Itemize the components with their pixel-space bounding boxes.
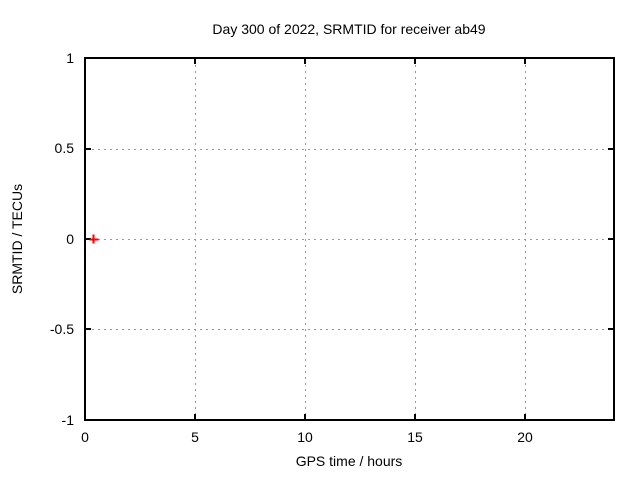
plot-area	[84, 57, 615, 421]
x-tick-label: 10	[297, 429, 313, 445]
x-tick-top	[524, 59, 526, 64]
y-tick-left	[86, 148, 91, 150]
y-tick-left	[86, 238, 91, 240]
y-tick-label: 0.5	[54, 140, 74, 156]
data-point-marker	[89, 234, 99, 244]
horizontal-gridline-plus05	[86, 149, 613, 150]
x-tick-label: 15	[407, 429, 423, 445]
x-axis-title: GPS time / hours	[295, 453, 403, 469]
y-tick-right	[608, 238, 613, 240]
y-tick-right	[608, 328, 613, 330]
x-tick-top	[304, 59, 306, 64]
y-tick-label: 1	[66, 50, 74, 66]
x-tick-label: 0	[81, 429, 89, 445]
x-tick-bottom	[414, 414, 416, 419]
y-tick-label: 0	[66, 231, 74, 247]
horizontal-gridline-zero	[86, 239, 613, 240]
y-axis-title: SRMTID / TECUs	[9, 183, 25, 295]
x-tick-bottom	[194, 414, 196, 419]
x-tick-bottom	[304, 414, 306, 419]
y-tick-label: -1	[61, 412, 74, 428]
x-tick-top	[194, 59, 196, 64]
y-tick-right	[608, 148, 613, 150]
y-tick-left	[86, 328, 91, 330]
x-tick-label: 5	[191, 429, 199, 445]
y-tick-label: -0.5	[49, 321, 74, 337]
horizontal-gridline-minus05	[86, 329, 613, 330]
chart-title: Day 300 of 2022, SRMTID for receiver ab4…	[212, 21, 486, 37]
x-tick-bottom	[524, 414, 526, 419]
x-tick-label: 20	[517, 429, 533, 445]
x-tick-top	[414, 59, 416, 64]
